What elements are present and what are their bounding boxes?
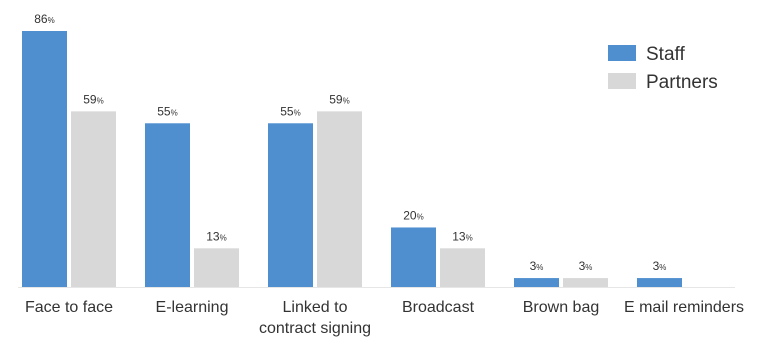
- category-label-4: Brown bag: [523, 299, 600, 316]
- bar-partners-2: [317, 111, 362, 287]
- bar-staff-5: [637, 278, 682, 287]
- category-label-0: Face to face: [25, 299, 113, 316]
- category-label-5: E mail reminders: [624, 299, 744, 316]
- bars-layer: [22, 31, 682, 287]
- bar-staff-3: [391, 227, 436, 287]
- value-label-staff-1: 55%: [157, 104, 177, 118]
- category-label-1: E-learning: [156, 299, 229, 316]
- bar-partners-0: [71, 111, 116, 287]
- value-label-partners-1: 13%: [206, 229, 226, 243]
- bar-partners-3: [440, 248, 485, 287]
- value-label-partners-2: 59%: [329, 92, 349, 106]
- legend: Staff Partners: [608, 44, 718, 93]
- value-label-staff-5: 3%: [653, 259, 667, 273]
- bar-partners-4: [563, 278, 608, 287]
- legend-swatch-partners: [608, 73, 636, 89]
- value-label-staff-2: 55%: [280, 104, 300, 118]
- value-label-partners-0: 59%: [83, 92, 103, 106]
- bar-partners-1: [194, 248, 239, 287]
- bar-staff-0: [22, 31, 67, 287]
- value-label-partners-3: 13%: [452, 229, 472, 243]
- bar-staff-2: [268, 123, 313, 287]
- legend-label-staff: Staff: [646, 44, 685, 65]
- legend-label-partners: Partners: [646, 72, 718, 93]
- category-labels-layer: Face to face E-learning Linked to contract …: [25, 299, 744, 337]
- category-label-3: Broadcast: [402, 299, 475, 316]
- category-label-2: Linked to contract signing: [259, 299, 371, 337]
- bar-staff-4: [514, 278, 559, 287]
- value-label-staff-3: 20%: [403, 208, 423, 222]
- bar-staff-1: [145, 123, 190, 287]
- legend-swatch-staff: [608, 45, 636, 61]
- value-labels-layer: 86% 59% 55% 13% 55% 59% 20% 13% 3% 3% 3%: [34, 12, 666, 273]
- value-label-staff-4: 3%: [530, 259, 544, 273]
- value-label-staff-0: 86%: [34, 12, 54, 26]
- value-label-partners-4: 3%: [579, 259, 593, 273]
